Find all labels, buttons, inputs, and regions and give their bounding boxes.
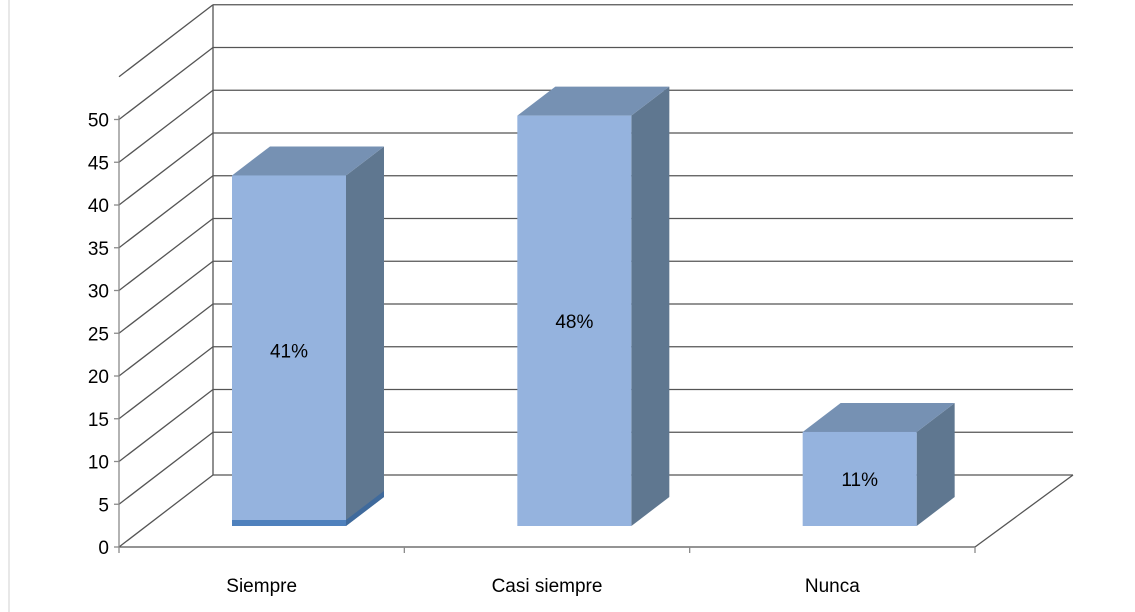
bar-front-face (802, 431, 917, 526)
y-tick-label: 5 (98, 495, 109, 516)
bar-side-face (916, 402, 955, 526)
data-label: 11% (841, 470, 878, 491)
bar-front-face (517, 115, 632, 526)
gridline-side (118, 46, 214, 121)
x-axis-category-labels: Siempre Casi siempre Nunca (226, 576, 860, 597)
y-tick-label: 25 (88, 324, 109, 345)
gridline-side (118, 346, 214, 420)
floor-right-edge (974, 474, 1074, 548)
gridline-side (118, 260, 214, 334)
axes (114, 115, 1074, 553)
y-tick-label: 0 (98, 538, 109, 559)
gridline-side (118, 217, 214, 292)
bar-nunca (802, 402, 955, 526)
bar-side-face (631, 86, 670, 526)
bar-front-face (232, 175, 346, 526)
gridline-side (118, 431, 214, 505)
y-tick-label: 30 (88, 282, 109, 303)
bar-base-strip (232, 520, 346, 526)
y-tick-label: 45 (88, 153, 109, 174)
bar-top-face (517, 86, 670, 116)
data-labels: 41% 48% 11% (270, 312, 878, 491)
category-label: Siempre (226, 576, 297, 597)
category-label: Casi siempre (492, 576, 603, 597)
bar-siempre (232, 146, 384, 526)
y-tick-label: 15 (88, 410, 109, 431)
bars (232, 86, 955, 526)
bar-casi-siempre (517, 86, 670, 526)
gridline-side (118, 303, 214, 377)
data-label: 48% (555, 312, 593, 333)
gridline-side (118, 89, 214, 163)
y-axis-tick-labels: 0 5 10 15 20 25 30 35 40 45 50 (88, 111, 109, 560)
gridline-side (118, 132, 214, 206)
gridline-side (118, 175, 214, 249)
bar-base-strip-side (346, 491, 384, 526)
category-label: Nunca (805, 576, 860, 597)
bar-side-face (346, 146, 384, 526)
gridline-side (118, 4, 214, 78)
gridline-side (118, 388, 214, 463)
y-tick-label: 20 (88, 367, 109, 388)
y-tick-label: 40 (88, 196, 109, 217)
bar-top-face (232, 146, 384, 176)
gridline-side (118, 474, 214, 548)
y-tick-label: 35 (88, 239, 109, 260)
data-label: 41% (270, 342, 308, 363)
bar-top-face (802, 402, 955, 432)
y-tick-label: 50 (88, 111, 109, 132)
y-tick-label: 10 (88, 453, 109, 474)
